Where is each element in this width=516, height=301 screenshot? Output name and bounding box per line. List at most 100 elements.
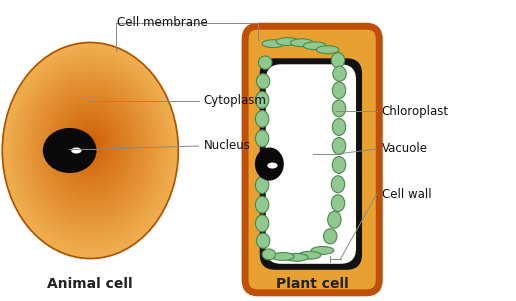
Ellipse shape bbox=[76, 126, 105, 162]
Ellipse shape bbox=[255, 215, 269, 232]
Ellipse shape bbox=[24, 67, 156, 229]
Text: Nucleus: Nucleus bbox=[204, 139, 251, 153]
Ellipse shape bbox=[311, 247, 334, 254]
Ellipse shape bbox=[71, 121, 109, 168]
Ellipse shape bbox=[66, 114, 115, 175]
Ellipse shape bbox=[30, 74, 151, 222]
Ellipse shape bbox=[36, 81, 144, 214]
Ellipse shape bbox=[52, 99, 128, 193]
Ellipse shape bbox=[333, 66, 346, 81]
Ellipse shape bbox=[27, 71, 153, 226]
Ellipse shape bbox=[255, 177, 269, 194]
Ellipse shape bbox=[58, 106, 123, 185]
Text: Cell membrane: Cell membrane bbox=[117, 16, 208, 29]
Ellipse shape bbox=[10, 51, 171, 249]
Ellipse shape bbox=[39, 84, 141, 210]
Ellipse shape bbox=[271, 253, 294, 260]
Ellipse shape bbox=[68, 117, 112, 172]
Ellipse shape bbox=[332, 100, 346, 117]
Ellipse shape bbox=[256, 233, 270, 248]
Ellipse shape bbox=[83, 134, 98, 152]
Ellipse shape bbox=[291, 39, 313, 47]
Ellipse shape bbox=[255, 196, 269, 213]
Ellipse shape bbox=[26, 69, 155, 228]
Ellipse shape bbox=[255, 110, 269, 127]
Ellipse shape bbox=[73, 123, 108, 166]
Ellipse shape bbox=[21, 64, 159, 233]
Ellipse shape bbox=[61, 109, 120, 181]
Ellipse shape bbox=[276, 38, 299, 45]
Ellipse shape bbox=[17, 59, 164, 239]
Ellipse shape bbox=[331, 195, 345, 212]
Ellipse shape bbox=[77, 128, 104, 160]
Ellipse shape bbox=[46, 92, 134, 200]
Ellipse shape bbox=[7, 48, 174, 253]
Ellipse shape bbox=[55, 103, 125, 189]
Ellipse shape bbox=[62, 111, 118, 179]
Text: Animal cell: Animal cell bbox=[47, 277, 133, 291]
Text: Chloroplast: Chloroplast bbox=[382, 105, 449, 118]
Ellipse shape bbox=[40, 86, 140, 208]
Ellipse shape bbox=[19, 61, 162, 237]
Ellipse shape bbox=[35, 79, 146, 216]
Ellipse shape bbox=[5, 46, 175, 255]
Ellipse shape bbox=[20, 63, 160, 235]
Ellipse shape bbox=[89, 141, 92, 144]
Ellipse shape bbox=[43, 89, 137, 204]
Ellipse shape bbox=[67, 116, 114, 173]
Ellipse shape bbox=[31, 76, 149, 220]
Ellipse shape bbox=[256, 74, 270, 89]
FancyBboxPatch shape bbox=[266, 64, 356, 264]
Ellipse shape bbox=[303, 42, 326, 50]
Ellipse shape bbox=[48, 94, 133, 199]
FancyBboxPatch shape bbox=[260, 58, 362, 270]
Ellipse shape bbox=[331, 53, 345, 68]
Ellipse shape bbox=[4, 44, 177, 256]
Ellipse shape bbox=[331, 176, 345, 193]
Ellipse shape bbox=[332, 119, 346, 135]
Ellipse shape bbox=[42, 88, 139, 206]
Ellipse shape bbox=[71, 147, 82, 154]
Ellipse shape bbox=[45, 91, 136, 203]
Ellipse shape bbox=[87, 139, 93, 146]
Ellipse shape bbox=[12, 54, 168, 245]
Ellipse shape bbox=[38, 82, 143, 212]
Ellipse shape bbox=[82, 132, 99, 154]
Ellipse shape bbox=[255, 130, 269, 147]
Ellipse shape bbox=[328, 211, 341, 228]
Ellipse shape bbox=[59, 107, 121, 183]
Ellipse shape bbox=[2, 42, 179, 259]
Ellipse shape bbox=[14, 56, 167, 243]
Ellipse shape bbox=[64, 113, 117, 177]
Ellipse shape bbox=[29, 73, 152, 224]
Ellipse shape bbox=[332, 82, 346, 99]
Ellipse shape bbox=[316, 46, 339, 54]
Ellipse shape bbox=[255, 147, 284, 181]
Ellipse shape bbox=[23, 66, 158, 231]
Ellipse shape bbox=[259, 56, 272, 69]
Ellipse shape bbox=[255, 92, 269, 108]
Ellipse shape bbox=[70, 119, 111, 169]
Ellipse shape bbox=[78, 129, 102, 158]
Ellipse shape bbox=[74, 124, 106, 164]
Ellipse shape bbox=[11, 52, 169, 247]
Ellipse shape bbox=[285, 253, 308, 261]
Ellipse shape bbox=[267, 163, 278, 169]
Ellipse shape bbox=[332, 138, 346, 154]
Text: Vacuole: Vacuole bbox=[382, 142, 428, 156]
Ellipse shape bbox=[51, 98, 130, 195]
Ellipse shape bbox=[324, 229, 337, 244]
Ellipse shape bbox=[57, 104, 124, 187]
Ellipse shape bbox=[43, 128, 96, 173]
Ellipse shape bbox=[49, 96, 132, 197]
Text: Plant cell: Plant cell bbox=[276, 277, 348, 291]
Ellipse shape bbox=[262, 40, 285, 48]
Ellipse shape bbox=[86, 138, 95, 148]
Ellipse shape bbox=[332, 157, 346, 173]
FancyBboxPatch shape bbox=[245, 26, 379, 293]
Ellipse shape bbox=[80, 131, 101, 156]
Ellipse shape bbox=[33, 77, 148, 218]
Text: Cell wall: Cell wall bbox=[382, 188, 431, 201]
Ellipse shape bbox=[15, 57, 165, 241]
Ellipse shape bbox=[262, 249, 276, 260]
